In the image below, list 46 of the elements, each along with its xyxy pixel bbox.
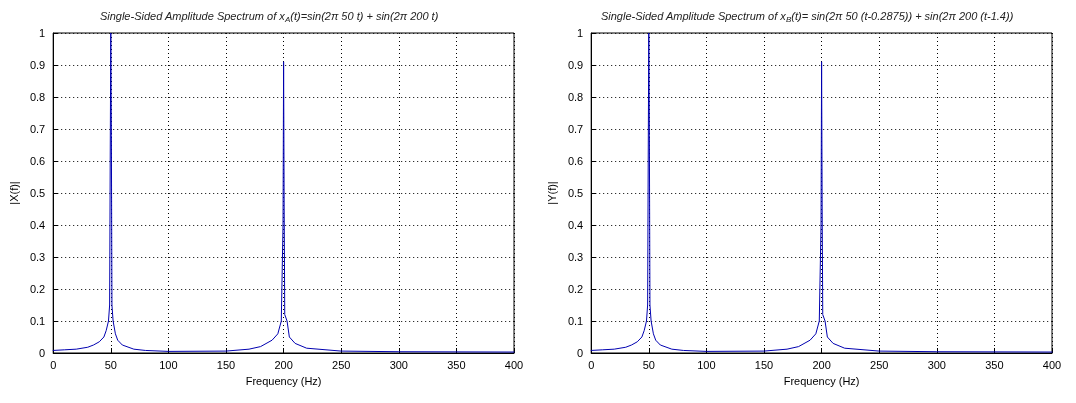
- x-tick-label: 300: [389, 358, 408, 371]
- x-tick-label: 400: [1042, 358, 1062, 371]
- y-tick-label: 0.9: [29, 59, 46, 71]
- y-tick-label: 0.7: [29, 123, 46, 135]
- x-tick-label: 350: [447, 358, 466, 371]
- y-tick-label: 1: [577, 27, 584, 39]
- y-tick-label: 0.5: [29, 187, 46, 199]
- y-axis-title: |X(f)|: [7, 181, 20, 205]
- y-tick-label: 0: [577, 347, 584, 359]
- x-tick-label: 300: [927, 358, 946, 371]
- x-tick-label: 100: [159, 358, 178, 371]
- y-tick-label: 0.7: [567, 123, 584, 135]
- x-tick-label: 250: [870, 358, 889, 371]
- y-tick-label: 0.3: [567, 251, 584, 263]
- y-tick-label: 0.2: [29, 283, 46, 295]
- y-axis-title: |Y(f)|: [545, 181, 558, 205]
- x-tick-label: 200: [274, 358, 293, 371]
- y-tick-label: 0.4: [29, 219, 46, 231]
- x-tick-label: 0: [50, 358, 57, 371]
- x-tick-label: 150: [754, 358, 774, 371]
- y-tick-label: 0.4: [567, 219, 584, 231]
- y-tick-label: 0.9: [567, 59, 584, 71]
- x-tick-label: 150: [216, 358, 236, 371]
- y-tick-label: 0: [39, 347, 46, 359]
- y-tick-label: 1: [39, 27, 46, 39]
- y-tick-label: 0.1: [567, 315, 584, 327]
- x-tick-label: 400: [504, 358, 524, 371]
- line-series: [52, 32, 515, 353]
- y-tick-label: 0.3: [29, 251, 46, 263]
- y-tick-label: 0.8: [29, 91, 46, 103]
- y-tick-label: 0.8: [567, 91, 584, 103]
- x-tick-label: 250: [332, 358, 351, 371]
- x-tick-label: 350: [985, 358, 1004, 371]
- y-tick-label: 0.2: [567, 283, 584, 295]
- x-tick-label: 0: [588, 358, 595, 371]
- y-tick-label: 0.1: [29, 315, 46, 327]
- x-tick-label: 50: [104, 358, 117, 371]
- line-series: [590, 32, 1053, 353]
- y-tick-label: 0.6: [29, 155, 46, 167]
- y-tick-label: 0.6: [567, 155, 584, 167]
- y-tick-label: 0.5: [567, 187, 584, 199]
- x-tick-label: 100: [697, 358, 716, 371]
- x-axis-title: Frequency (Hz): [783, 374, 860, 387]
- x-tick-label: 50: [642, 358, 655, 371]
- x-axis-title: Frequency (Hz): [245, 374, 322, 387]
- x-tick-label: 200: [812, 358, 831, 371]
